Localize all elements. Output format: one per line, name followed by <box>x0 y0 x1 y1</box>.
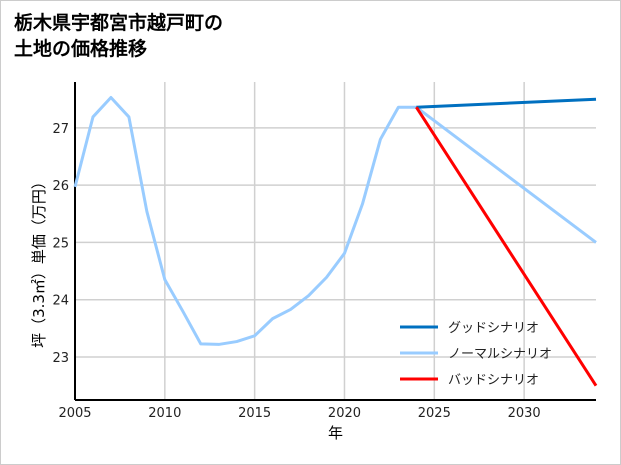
y-tick-label: 27 <box>52 122 69 137</box>
series-line-1 <box>73 95 597 346</box>
y-axis-label: 坪（3.3㎡）単価（万円） <box>30 174 48 348</box>
y-tick-label: 23 <box>52 351 69 366</box>
x-tick-label: 2020 <box>328 406 361 421</box>
series-line-2 <box>415 106 598 387</box>
x-tick-label: 2030 <box>508 406 541 421</box>
chart-title: 栃木県宇都宮市越戸町の 土地の価格推移 <box>14 10 223 62</box>
series-line-0 <box>416 97 597 109</box>
y-tick-label: 24 <box>52 294 69 309</box>
y-tick-label: 26 <box>52 179 69 194</box>
x-tick-label: 2005 <box>58 406 91 421</box>
title-line-2: 土地の価格推移 <box>14 38 148 60</box>
legend-label-2: バッドシナリオ <box>448 373 539 388</box>
x-tick-label: 2015 <box>238 406 271 421</box>
x-tick-label: 2010 <box>148 406 181 421</box>
legend-label-0: グッドシナリオ <box>448 321 539 336</box>
legend-label-1: ノーマルシナリオ <box>448 347 552 362</box>
x-axis-label: 年 <box>328 424 343 442</box>
y-tick-label: 25 <box>52 236 69 251</box>
x-tick-label: 2025 <box>418 406 451 421</box>
title-line-1: 栃木県宇都宮市越戸町の <box>14 12 224 34</box>
